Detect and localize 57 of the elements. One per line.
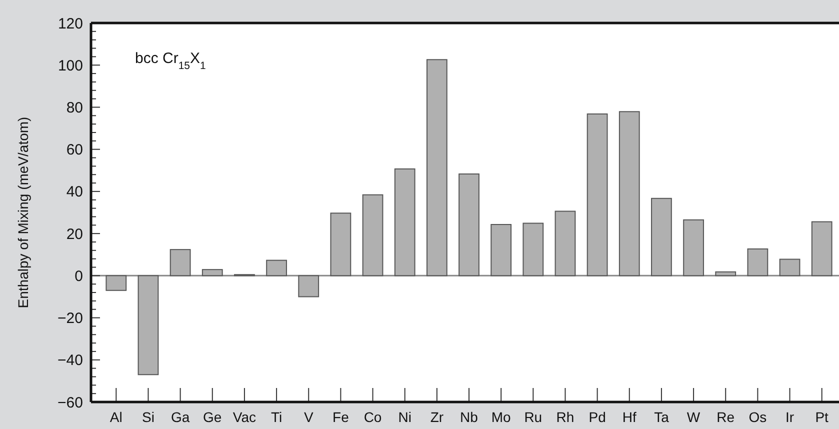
bar — [362, 194, 384, 276]
x-tick-label: Ga — [170, 409, 190, 425]
x-tick-label: Al — [110, 409, 122, 425]
bar — [266, 260, 287, 276]
y-tick-label: −60 — [58, 394, 83, 412]
y-tick-label: −40 — [58, 352, 83, 370]
x-tick-label: Os — [748, 409, 767, 425]
bar — [779, 258, 800, 276]
bar — [170, 249, 191, 276]
bar — [683, 219, 704, 276]
bar — [554, 210, 576, 276]
y-axis-title: Enthalpy of Mixing (meV/atom) — [15, 116, 31, 308]
bar — [586, 113, 608, 276]
bar — [330, 212, 352, 276]
y-tick-label: 40 — [66, 184, 83, 201]
y-tick-label: −20 — [58, 310, 83, 328]
x-tick-label: Fe — [332, 409, 350, 425]
x-tick-label: Ni — [398, 409, 412, 425]
x-tick-label: Ti — [270, 409, 282, 425]
bar — [458, 173, 480, 276]
x-tick-label: Pd — [588, 409, 606, 425]
bar — [426, 59, 448, 276]
bar — [298, 275, 320, 298]
x-tick-label: V — [304, 409, 314, 425]
x-tick-label: Re — [716, 409, 735, 425]
x-tick-label: Ru — [524, 409, 542, 425]
bar — [394, 168, 416, 276]
bar — [490, 224, 512, 276]
bar — [522, 222, 544, 276]
x-tick-label: Si — [142, 409, 154, 425]
x-tick-label: Mo — [491, 409, 512, 425]
bar — [106, 275, 127, 291]
y-tick-label: 60 — [66, 142, 83, 159]
bar — [202, 269, 223, 276]
annotation: bcc Cr$_{15}$X$_{1}$ — [135, 50, 206, 72]
x-tick-label: Zr — [430, 409, 444, 425]
bar — [138, 275, 159, 376]
x-tick-label: Vac — [232, 409, 256, 425]
bar — [715, 271, 736, 276]
x-tick-label: Hf — [622, 409, 636, 425]
bar — [811, 221, 832, 276]
y-tick-label: 80 — [66, 99, 83, 116]
bar — [747, 248, 768, 276]
x-tick-label: Ta — [654, 409, 670, 425]
y-tick-label: 20 — [66, 226, 83, 243]
x-tick-label: Ge — [203, 409, 222, 425]
x-tick-label: Nb — [460, 409, 478, 425]
bar — [618, 111, 640, 276]
x-tick-label: Co — [364, 409, 382, 425]
y-tick-label: 100 — [58, 57, 83, 74]
y-tick-label: 0 — [74, 268, 83, 285]
x-tick-label: Pt — [815, 409, 829, 425]
y-tick-label: 120 — [58, 15, 83, 32]
bar — [651, 198, 672, 276]
x-tick-label: Rh — [556, 409, 574, 425]
x-tick-label: W — [686, 409, 701, 425]
x-tick-label: Ir — [785, 409, 794, 425]
